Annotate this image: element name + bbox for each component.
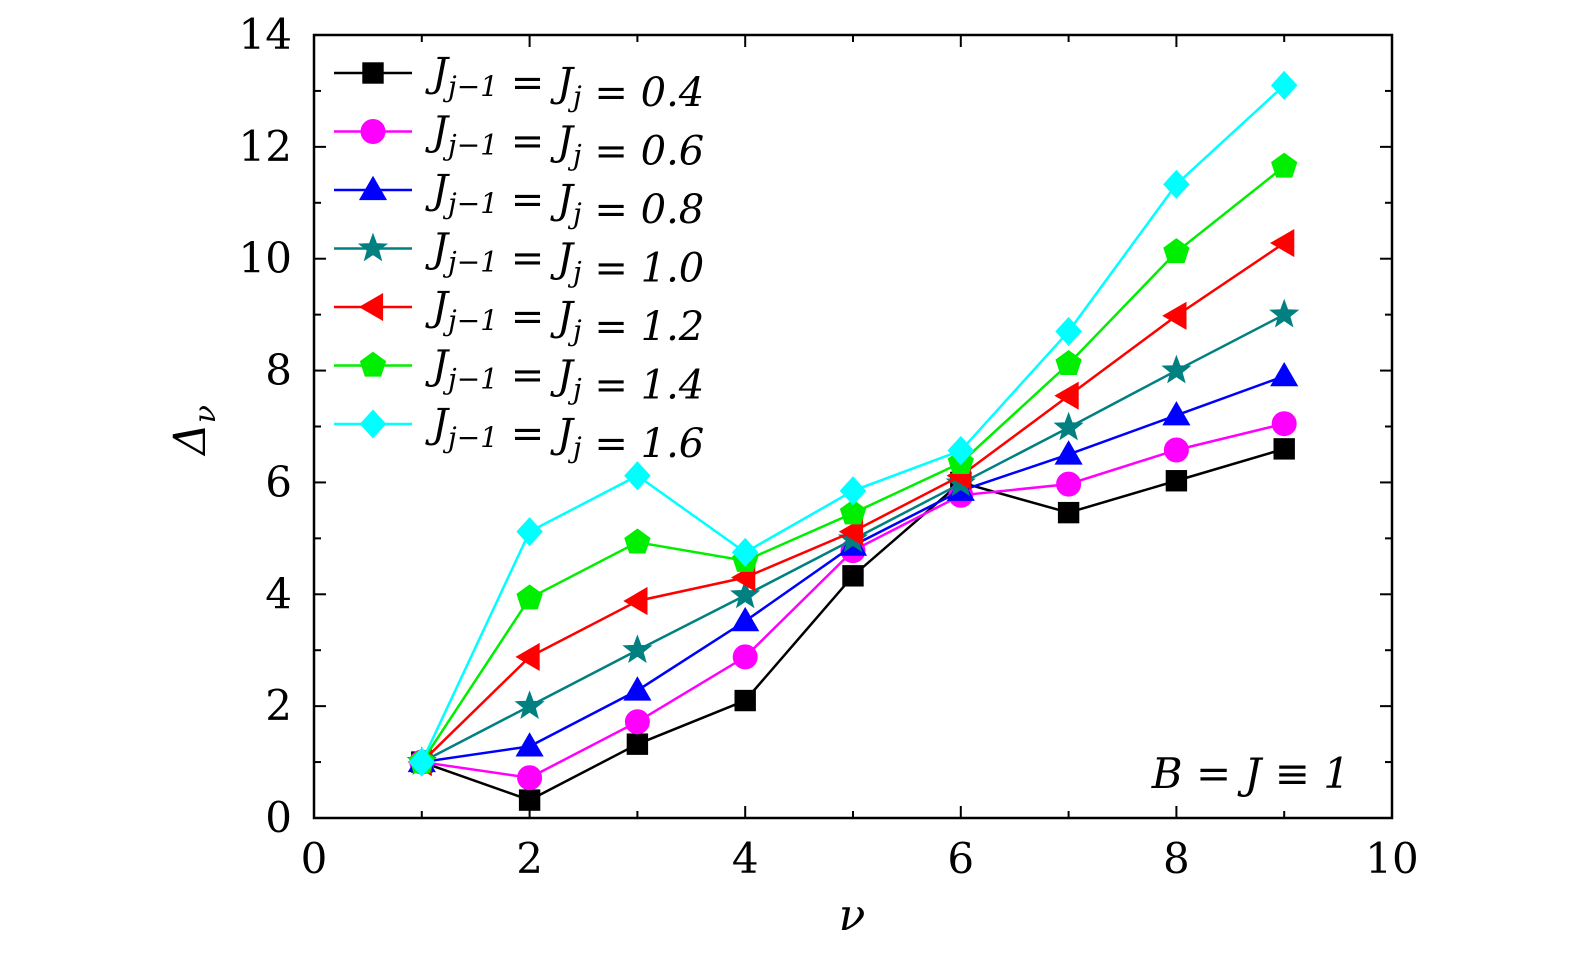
data-point: [623, 586, 648, 616]
legend-label: Jj−1 = Jj = 0.6: [425, 109, 704, 175]
y-tick-label: 12: [239, 122, 292, 171]
legend: Jj−1 = Jj = 0.4Jj−1 = Jj = 0.6Jj−1 = Jj …: [334, 50, 704, 467]
data-point: [1270, 228, 1295, 258]
data-point: [515, 642, 540, 671]
legend-item: Jj−1 = Jj = 1.2: [334, 284, 704, 350]
data-point: [842, 565, 864, 587]
x-tick-label: 2: [516, 834, 543, 883]
data-point: [1163, 238, 1190, 264]
data-point: [1270, 361, 1299, 387]
annotation-text: B = J ≡ 1: [1151, 749, 1350, 798]
data-point: [1165, 470, 1188, 492]
data-point: [359, 409, 387, 439]
plot-frame: [312, 33, 1394, 820]
data-point: [730, 579, 761, 609]
data-point: [514, 690, 545, 719]
legend-label: Jj−1 = Jj = 0.4: [425, 50, 704, 116]
x-axis-label: ν: [839, 890, 866, 941]
data-point: [732, 644, 758, 670]
legend-label: Jj−1 = Jj = 1.0: [425, 226, 704, 292]
x-tick-label: 0: [301, 834, 328, 883]
data-point: [1273, 438, 1295, 460]
x-tick-label: 6: [947, 834, 974, 883]
data-point: [518, 789, 541, 811]
data-point: [516, 517, 543, 547]
data-point: [1057, 501, 1080, 524]
data-point: [1271, 411, 1297, 437]
data-point: [1269, 298, 1300, 328]
data-point: [1054, 381, 1079, 410]
data-point: [623, 676, 652, 701]
data-point: [731, 537, 759, 567]
y-tick-label: 4: [265, 569, 292, 618]
x-tick-label: 10: [1365, 834, 1418, 883]
data-point: [1163, 437, 1189, 463]
legend-item: Jj−1 = Jj = 1.0: [334, 226, 704, 292]
data-point: [359, 351, 387, 377]
x-tick-label: 4: [732, 834, 759, 883]
data-point: [1163, 169, 1190, 199]
data-point: [358, 175, 388, 201]
y-tick-label: 8: [265, 346, 292, 395]
data-point: [1055, 316, 1082, 346]
data-point: [1054, 440, 1083, 465]
data-point: [515, 732, 544, 757]
legend-item: Jj−1 = Jj = 0.4: [334, 50, 704, 116]
data-point: [517, 765, 543, 791]
legend-item: Jj−1 = Jj = 1.4: [334, 343, 704, 409]
series: [408, 70, 1298, 777]
data-point: [1162, 301, 1187, 330]
data-point: [624, 709, 650, 735]
series: [409, 411, 1297, 791]
data-point: [516, 584, 543, 610]
data-point: [731, 606, 760, 632]
data-point: [408, 747, 436, 777]
data-point: [622, 634, 653, 664]
tick-labels: 0 2 4 6 8 10 0 2 4 6 8 10 12 14: [239, 10, 1419, 883]
x-tick-label: 8: [1163, 834, 1190, 883]
data-point: [624, 461, 651, 491]
y-tick-label: 10: [239, 234, 292, 283]
y-tick-label: 6: [265, 457, 292, 506]
data-point: [838, 517, 864, 546]
data-point: [1162, 401, 1191, 426]
data-point: [1161, 354, 1192, 384]
data-point: [360, 119, 386, 144]
data-point: [358, 292, 384, 322]
data-point: [1270, 70, 1298, 100]
legend-label: Jj−1 = Jj = 1.6: [425, 401, 704, 467]
y-tick-label: 0: [265, 793, 292, 842]
data-point: [1271, 152, 1298, 178]
y-axis-label: Δν: [165, 405, 223, 457]
legend-item: Jj−1 = Jj = 1.6: [334, 401, 704, 467]
data-point: [362, 62, 384, 84]
legend-label: Jj−1 = Jj = 1.2: [425, 284, 704, 350]
data-point: [357, 232, 389, 262]
series-layer: [406, 70, 1300, 811]
y-tick-label: 2: [265, 681, 292, 730]
data-point: [1055, 350, 1082, 376]
data-point: [839, 499, 867, 525]
data-point: [1053, 411, 1084, 441]
data-point: [734, 689, 756, 712]
y-tick-label: 14: [239, 10, 292, 59]
legend-label: Jj−1 = Jj = 0.8: [425, 167, 704, 233]
svg-text:Δν: Δν: [165, 405, 223, 457]
data-point: [839, 476, 867, 506]
legend-item: Jj−1 = Jj = 0.6: [334, 109, 704, 175]
legend-label: Jj−1 = Jj = 1.4: [425, 343, 704, 409]
data-point: [1056, 471, 1082, 497]
data-point: [947, 436, 975, 466]
legend-item: Jj−1 = Jj = 0.8: [334, 167, 704, 233]
data-point: [624, 528, 651, 554]
data-point: [626, 733, 649, 755]
